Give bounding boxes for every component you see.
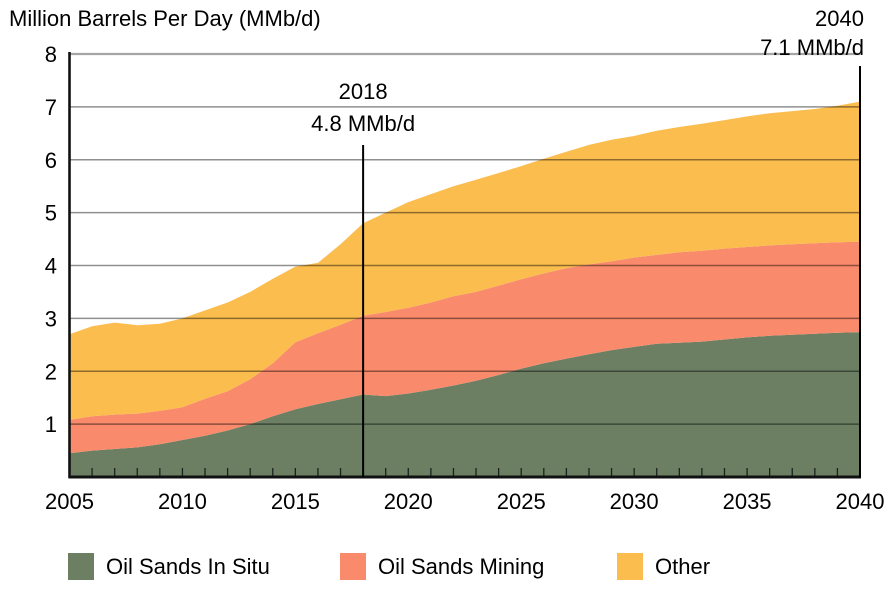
- y-tick-label-7: 7: [45, 95, 57, 120]
- annotation-value-2018: 4.8 MMb/d: [311, 111, 415, 136]
- x-tick-label-2040: 2040: [836, 489, 885, 514]
- legend-item-oil-sands-in-situ: Oil Sands In Situ: [68, 553, 270, 580]
- legend-swatch-other: [617, 553, 643, 580]
- area-oil-sands-in-situ: [69, 332, 860, 477]
- y-tick-label-3: 3: [45, 306, 57, 331]
- legend-label-other: Other: [655, 553, 711, 579]
- legend-item-oil-sands-mining: Oil Sands Mining: [340, 553, 544, 580]
- legend-label-oil-sands-in-situ: Oil Sands In Situ: [106, 553, 270, 579]
- chart-title: Million Barrels Per Day (MMb/d): [9, 6, 321, 31]
- y-tick-label-4: 4: [45, 254, 57, 279]
- x-tick-label-2030: 2030: [610, 489, 659, 514]
- area-oil-sands-mining: [69, 241, 860, 454]
- y-tick-label-1: 1: [45, 412, 57, 437]
- legend-swatch-oil-sands-mining: [340, 553, 366, 580]
- legend-item-other: Other: [617, 553, 710, 580]
- x-tick-label-2020: 2020: [384, 489, 433, 514]
- y-tick-label-5: 5: [45, 201, 57, 226]
- legend-label-oil-sands-mining: Oil Sands Mining: [378, 553, 545, 579]
- annotation-value-2040: 7.1 MMb/d: [760, 35, 864, 60]
- x-tick-label-2010: 2010: [158, 489, 207, 514]
- y-tick-label-6: 6: [45, 148, 57, 173]
- x-tick-label-2035: 2035: [723, 489, 772, 514]
- area-other: [69, 101, 860, 420]
- y-tick-label-8: 8: [45, 42, 57, 67]
- annotation-year-2018: 2018: [339, 79, 388, 104]
- x-tick-label-2015: 2015: [271, 489, 320, 514]
- stacked-area-chart: 1 2 3 4 5 6 7 8 2005 2010 2015 2020 2025 2030 2035 2040…: [45, 6, 885, 514]
- annotation-year-2040: 2040: [815, 6, 864, 31]
- x-tick-label-2025: 2025: [497, 489, 546, 514]
- y-tick-label-2: 2: [45, 359, 57, 384]
- legend-swatch-oil-sands-in-situ: [68, 553, 94, 580]
- x-tick-label-2005: 2005: [45, 489, 94, 514]
